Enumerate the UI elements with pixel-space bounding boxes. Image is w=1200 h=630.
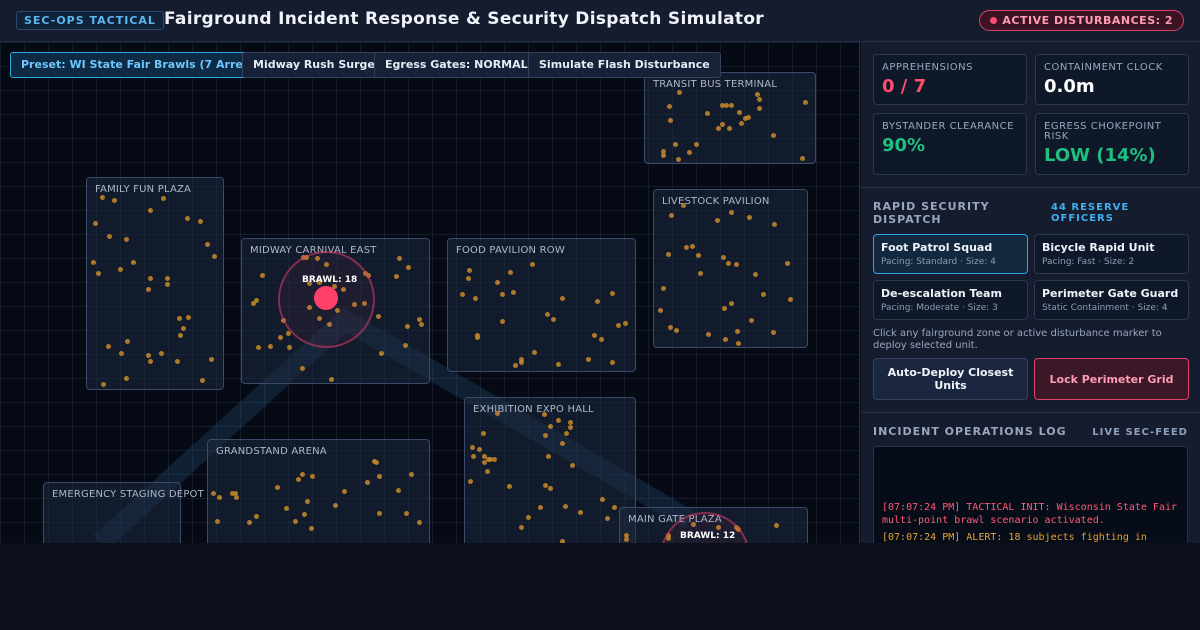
- unit-name: Perimeter Gate Guard: [1042, 287, 1179, 300]
- unit-de-escalation-team[interactable]: De-escalation Team Pacing: Moderate · Si…: [873, 280, 1028, 320]
- stat-value: 90%: [882, 135, 926, 156]
- dispatch-section-title: RAPID SECURITY DISPATCH: [873, 200, 990, 226]
- zone-label: LIVESTOCK PAVILION: [662, 196, 770, 207]
- stat-label: CONTAINMENT CLOCK: [1044, 62, 1163, 73]
- incident-label: BRAWL: 12: [680, 531, 736, 541]
- stat-apprehensions: APPREHENSIONS 0 / 7: [873, 54, 1027, 105]
- divider: [861, 187, 1200, 188]
- zone-transit-bus-terminal[interactable]: TRANSIT BUS TERMINAL: [644, 72, 816, 164]
- unit-foot-patrol-squad[interactable]: Foot Patrol Squad Pacing: Standard · Siz…: [873, 234, 1028, 274]
- stat-egress-chokepoint-risk: EGRESS CHOKEPOINT RISK LOW (14%): [1035, 113, 1189, 175]
- zone-grandstand-arena[interactable]: GRANDSTAND ARENA: [207, 439, 430, 543]
- unit-meta: Static Containment · Size: 4: [1042, 303, 1168, 313]
- dispatch-hint: Click any fairground zone or active dist…: [873, 328, 1162, 351]
- page-title: Fairground Incident Response & Security …: [164, 9, 764, 29]
- app-window: SEC-OPS TACTICAL Fairground Incident Res…: [0, 0, 1200, 543]
- incident-log[interactable]: [07:07:24 PM] TACTICAL INIT: Wisconsin S…: [873, 446, 1188, 543]
- stat-containment-clock: CONTAINMENT CLOCK 0.0m: [1035, 54, 1189, 105]
- unit-meta: Pacing: Moderate · Size: 3: [881, 303, 998, 313]
- unit-name: Bicycle Rapid Unit: [1042, 241, 1155, 254]
- zone-label: MAIN GATE PLAZA: [628, 514, 722, 525]
- zone-label: EXHIBITION EXPO HALL: [473, 404, 594, 415]
- zone-label: MIDWAY CARNIVAL EAST: [250, 245, 377, 256]
- preset-wi-state-fair-button[interactable]: Preset: WI State Fair Brawls (7 Arrests): [10, 52, 278, 78]
- stat-label: BYSTANDER CLEARANCE: [882, 121, 1014, 132]
- zone-label: FOOD PAVILION ROW: [456, 245, 565, 256]
- control-panel: APPREHENSIONS 0 / 7 CONTAINMENT CLOCK 0.…: [861, 42, 1200, 543]
- midway-rush-surge-button[interactable]: Midway Rush Surge: [242, 52, 386, 78]
- unit-bicycle-rapid-unit[interactable]: Bicycle Rapid Unit Pacing: Fast · Size: …: [1034, 234, 1189, 274]
- simulate-flash-disturbance-button[interactable]: Simulate Flash Disturbance: [528, 52, 721, 78]
- incident-core: [314, 286, 338, 310]
- reserve-officers-count: 44 RESERVE OFFICERS: [1051, 202, 1130, 224]
- egress-gates-toggle[interactable]: Egress Gates: NORMAL: [374, 52, 539, 78]
- stat-value: 0 / 7: [882, 76, 927, 97]
- stat-value: LOW (14%): [1044, 145, 1156, 166]
- stat-value: 0.0m: [1044, 76, 1095, 97]
- zone-emergency-staging-depot[interactable]: EMERGENCY STAGING DEPOT: [43, 482, 204, 543]
- incident-label: BRAWL: 18: [302, 275, 358, 285]
- unit-name: Foot Patrol Squad: [881, 241, 993, 254]
- log-entry: [07:07:24 PM] ALERT: 18 subjects fightin…: [882, 532, 1147, 543]
- divider: [861, 412, 1200, 413]
- fairground-map[interactable]: TRANSIT BUS TERMINAL FAMILY FUN PLAZA LI…: [0, 42, 860, 543]
- alert-dot-icon: [990, 17, 998, 24]
- header-bar: SEC-OPS TACTICAL Fairground Incident Res…: [0, 0, 1200, 42]
- zone-label: FAMILY FUN PLAZA: [95, 184, 192, 195]
- stat-bystander-clearance: BYSTANDER CLEARANCE 90%: [873, 113, 1027, 175]
- active-disturbances-label: ACTIVE DISTURBANCES: 2: [1002, 14, 1173, 27]
- unit-name: De-escalation Team: [881, 287, 1002, 300]
- log-section-title: INCIDENT OPERATIONS LOG: [873, 425, 1067, 438]
- zone-livestock-pavilion[interactable]: LIVESTOCK PAVILION: [653, 189, 808, 348]
- zone-label: EMERGENCY STAGING DEPOT: [52, 489, 204, 500]
- stat-label: EGRESS CHOKEPOINT RISK: [1044, 121, 1162, 142]
- zone-label: GRANDSTAND ARENA: [216, 446, 327, 457]
- stat-label: APPREHENSIONS: [882, 62, 973, 73]
- brand-tag: SEC-OPS TACTICAL: [16, 11, 164, 30]
- auto-deploy-button[interactable]: Auto-Deploy Closest Units: [873, 358, 1028, 400]
- unit-meta: Pacing: Standard · Size: 4: [881, 257, 996, 267]
- zone-exhibition-expo-hall[interactable]: EXHIBITION EXPO HALL: [464, 397, 636, 543]
- active-disturbances-badge: ACTIVE DISTURBANCES: 2: [979, 10, 1184, 31]
- zone-label: TRANSIT BUS TERMINAL: [653, 79, 778, 90]
- lock-perimeter-button[interactable]: Lock Perimeter Grid: [1034, 358, 1189, 400]
- zone-family-fun-plaza[interactable]: FAMILY FUN PLAZA: [86, 177, 224, 390]
- zone-food-pavilion-row[interactable]: FOOD PAVILION ROW: [447, 238, 636, 372]
- live-feed-label: LIVE SEC-FEED: [1092, 427, 1188, 438]
- unit-meta: Pacing: Fast · Size: 2: [1042, 257, 1135, 267]
- unit-perimeter-gate-guard[interactable]: Perimeter Gate Guard Static Containment …: [1034, 280, 1189, 320]
- log-entry: [07:07:24 PM] TACTICAL INIT: Wisconsin S…: [882, 502, 1178, 526]
